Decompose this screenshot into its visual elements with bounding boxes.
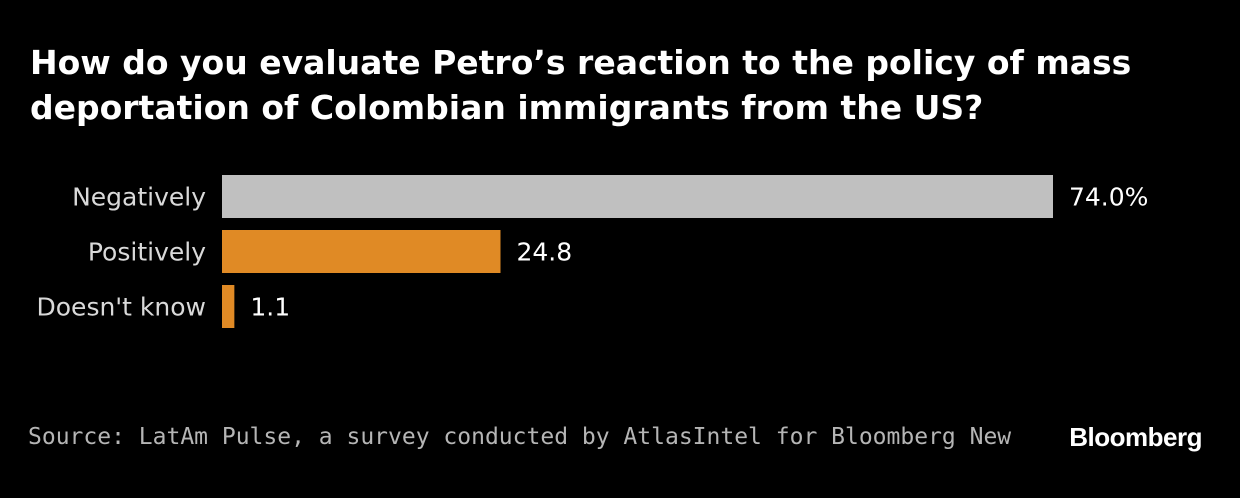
source-note: Source: LatAm Pulse, a survey conducted … <box>28 424 1012 450</box>
chart-title: How do you evaluate Petro’s reaction to … <box>30 43 1132 127</box>
value-label: 74.0% <box>1069 183 1148 212</box>
category-label: Positively <box>88 238 206 267</box>
bar-doesn-t-know <box>222 285 235 328</box>
value-label: 1.1 <box>250 293 290 322</box>
bar-chart-svg: Negatively 74.0% Positively 24.8 Doesn't kno… <box>37 175 1148 328</box>
bar-chart: Negatively 74.0% Positively 24.8 Doesn't kno… <box>0 160 1240 350</box>
bar-negatively <box>222 175 1053 218</box>
brand-logo: Bloomberg <box>1069 422 1202 452</box>
value-label: 24.8 <box>516 238 572 267</box>
category-label: Doesn't know <box>37 293 206 322</box>
category-label: Negatively <box>72 183 206 212</box>
bar-positively <box>222 230 501 273</box>
